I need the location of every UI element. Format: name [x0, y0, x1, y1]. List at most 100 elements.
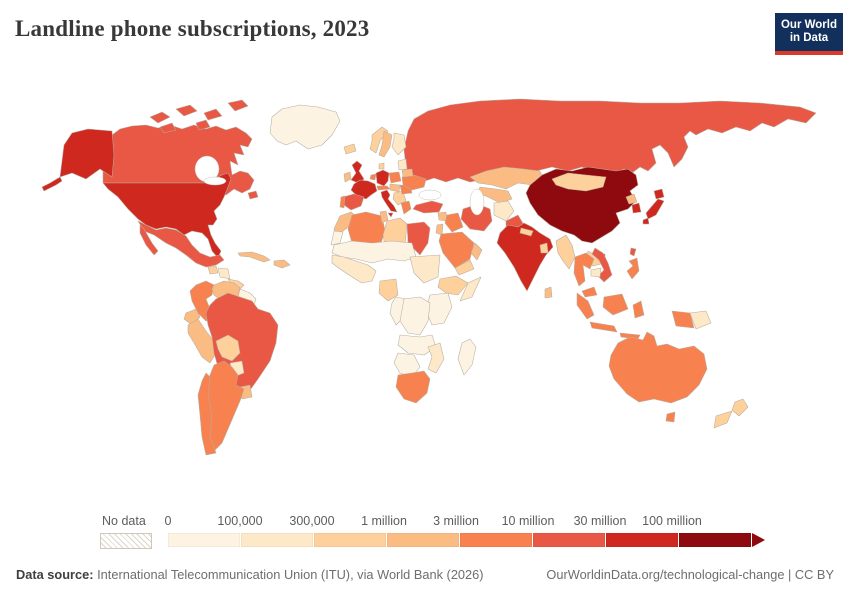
country-canada-arctic-4[interactable]	[227, 99, 249, 112]
country-benelux[interactable]	[369, 173, 377, 181]
country-somalia[interactable]	[459, 276, 482, 302]
legend-bin-1[interactable]	[241, 533, 314, 547]
country-ethiopia[interactable]	[437, 275, 469, 296]
country-canada-arctic-5[interactable]	[159, 122, 177, 134]
country-uk[interactable]	[350, 160, 365, 184]
legend-no-data-swatch[interactable]	[100, 533, 152, 549]
country-nz-north[interactable]	[731, 398, 749, 417]
country-portugal[interactable]	[339, 195, 346, 209]
country-honduras-nicaragua[interactable]	[217, 267, 231, 280]
country-sri-lanka[interactable]	[544, 286, 553, 299]
owid-link[interactable]: OurWorldinData.org/technological-change …	[546, 567, 834, 582]
country-nepal[interactable]	[519, 227, 534, 237]
legend-bin-3[interactable]	[387, 533, 460, 547]
country-south-korea[interactable]	[631, 202, 642, 214]
country-tunisia[interactable]	[379, 210, 389, 224]
country-guatemala[interactable]	[207, 265, 219, 275]
country-canada-arctic-3[interactable]	[203, 108, 223, 121]
country-sweden[interactable]	[378, 130, 393, 158]
country-italy[interactable]	[380, 189, 398, 213]
country-bolivia[interactable]	[215, 334, 241, 362]
country-south-africa[interactable]	[395, 370, 431, 404]
country-indonesia-papua[interactable]	[671, 310, 695, 329]
legend-bin-6[interactable]	[606, 533, 679, 547]
owid-logo[interactable]: Our World in Data	[775, 13, 843, 55]
country-peru[interactable]	[187, 318, 217, 364]
country-papua-new-guinea[interactable]	[689, 310, 712, 330]
country-western-sahara[interactable]	[330, 230, 344, 246]
country-alaska-tail[interactable]	[41, 176, 63, 192]
legend-bin-5[interactable]	[533, 533, 606, 547]
country-usa[interactable]	[102, 172, 232, 259]
country-myanmar[interactable]	[555, 234, 576, 270]
country-drc[interactable]	[399, 296, 431, 336]
country-alpine[interactable]	[376, 185, 391, 191]
country-philippines[interactable]	[626, 257, 640, 280]
country-cuba[interactable]	[237, 251, 271, 263]
country-afghanistan[interactable]	[493, 200, 515, 222]
country-sicily[interactable]	[387, 212, 394, 218]
country-spain[interactable]	[342, 193, 365, 211]
country-ukraine[interactable]	[401, 174, 427, 191]
country-vietnam[interactable]	[591, 247, 613, 283]
country-india[interactable]	[496, 222, 554, 292]
country-mongolia[interactable]	[551, 172, 607, 192]
country-yemen[interactable]	[454, 259, 475, 276]
country-mozambique-zimbabwe[interactable]	[427, 342, 445, 374]
country-finland[interactable]	[391, 132, 407, 156]
country-poland[interactable]	[388, 171, 402, 184]
country-israel-jordan[interactable]	[435, 223, 444, 236]
country-taiwan[interactable]	[629, 247, 637, 257]
country-ireland[interactable]	[343, 171, 352, 183]
country-greece[interactable]	[400, 200, 412, 215]
country-greenland[interactable]	[269, 104, 341, 150]
country-java[interactable]	[589, 321, 618, 333]
country-baltics[interactable]	[397, 158, 408, 171]
country-japan-honshu[interactable]	[645, 198, 665, 220]
legend-bin-7[interactable]	[679, 533, 752, 547]
country-tasmania[interactable]	[665, 411, 676, 423]
country-mexico-baja[interactable]	[139, 224, 159, 256]
country-iceland[interactable]	[343, 143, 357, 155]
country-germany[interactable]	[375, 169, 390, 187]
country-japan-kyushu[interactable]	[642, 217, 650, 225]
country-nigeria[interactable]	[378, 278, 399, 302]
country-sudan[interactable]	[409, 254, 441, 284]
country-nz-south[interactable]	[713, 410, 733, 429]
country-australia[interactable]	[608, 331, 708, 404]
data-source-line: Data source: International Telecommunica…	[16, 567, 484, 582]
country-north-korea[interactable]	[625, 193, 638, 205]
country-japan-hokkaido[interactable]	[653, 188, 665, 200]
country-malaysia[interactable]	[581, 286, 598, 298]
country-alaska[interactable]	[59, 128, 115, 180]
country-chile[interactable]	[197, 372, 217, 456]
country-iraq[interactable]	[444, 212, 464, 233]
country-cambodia[interactable]	[590, 267, 602, 278]
country-denmark[interactable]	[378, 162, 385, 170]
country-thailand[interactable]	[573, 252, 595, 287]
legend-bin-2[interactable]	[314, 533, 387, 547]
country-saudi-arabia[interactable]	[438, 231, 475, 269]
country-canada-arctic-1[interactable]	[149, 111, 171, 124]
country-west-africa[interactable]	[331, 254, 377, 284]
country-canada-newfoundland[interactable]	[247, 190, 259, 200]
country-france[interactable]	[350, 179, 378, 200]
country-china[interactable]	[525, 166, 639, 244]
country-kalimantan[interactable]	[602, 293, 629, 316]
country-mexico[interactable]	[137, 220, 225, 268]
legend-bin-0[interactable]	[168, 533, 241, 547]
country-canada-arctic-6[interactable]	[195, 119, 211, 131]
country-turkey[interactable]	[412, 200, 444, 214]
country-belarus[interactable]	[401, 168, 414, 178]
country-madagascar[interactable]	[457, 338, 477, 376]
country-canada-arctic-2[interactable]	[175, 104, 198, 117]
country-bangladesh[interactable]	[539, 242, 549, 254]
legend-tick: 0	[164, 514, 172, 528]
country-sulawesi[interactable]	[632, 300, 645, 319]
legend-bin-4[interactable]	[460, 533, 533, 547]
country-czech-hungary[interactable]	[389, 183, 401, 193]
country-oman[interactable]	[470, 242, 483, 261]
country-hispaniola[interactable]	[273, 259, 291, 269]
country-sumatra[interactable]	[576, 292, 595, 320]
country-east-africa[interactable]	[425, 292, 453, 326]
